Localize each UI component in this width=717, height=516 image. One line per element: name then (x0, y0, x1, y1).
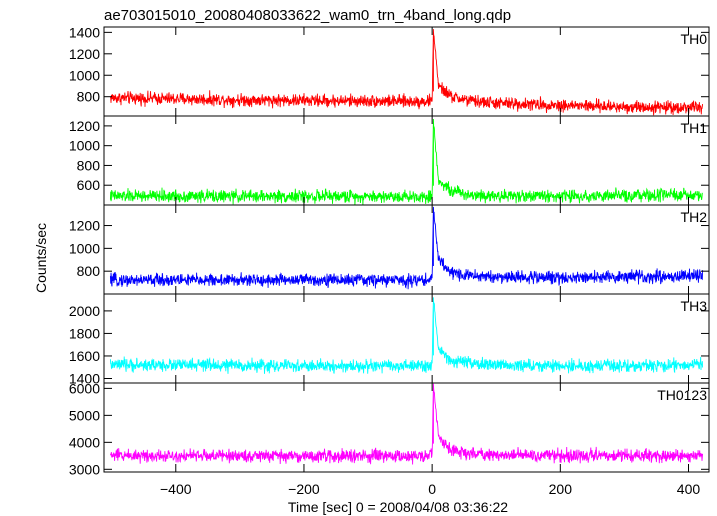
x-tick-label: −400 (160, 481, 192, 497)
y-tick-label: 800 (77, 89, 101, 105)
x-tick-label: 400 (677, 481, 701, 497)
panel-frame (103, 293, 710, 384)
panel-name-label: TH0 (681, 31, 708, 47)
y-tick-label: 800 (77, 157, 101, 173)
panel-name-label: TH2 (681, 209, 708, 225)
y-tick-label: 4000 (69, 434, 100, 450)
series-line-th0 (109, 29, 704, 116)
panel-name-label: TH0123 (657, 387, 707, 403)
y-tick-label: 5000 (69, 407, 100, 423)
panel-th2: 800 1000 1200 TH2 (69, 204, 710, 295)
y-tick-label: 1000 (69, 67, 100, 83)
y-tick-label: 1400 (69, 370, 100, 386)
x-tick-label: 0 (428, 481, 436, 497)
series-line-th3 (109, 297, 704, 374)
y-tick-label: 1200 (69, 46, 100, 62)
panel-frame (103, 382, 710, 473)
panel-th1: 600 800 1000 1200 TH1 (69, 115, 710, 206)
series-line-th0123 (109, 383, 704, 465)
panel-name-label: TH1 (681, 120, 708, 136)
y-tick-label: 1000 (69, 138, 100, 154)
panel-th0: 800 1000 1200 1400 TH0 (69, 24, 710, 117)
x-tick-label: −200 (288, 481, 320, 497)
panels-group: 800 1000 1200 1400 TH0 600 800 1000 1200 TH1 800 10… (69, 24, 710, 477)
y-tick-label: 1000 (69, 240, 100, 256)
y-tick-label: 1600 (69, 348, 100, 364)
x-tick-label: 200 (549, 481, 573, 497)
y-tick-label: 800 (77, 263, 101, 279)
series-line-th1 (109, 118, 703, 205)
y-tick-label: 3000 (69, 461, 100, 477)
y-tick-label: 1200 (69, 218, 100, 234)
x-tick-labels: −400 −200 0 200 400 (160, 481, 700, 497)
y-tick-label: 1200 (69, 118, 100, 134)
y-tick-label: 1800 (69, 325, 100, 341)
y-tick-label: 2000 (69, 303, 100, 319)
series-line-th2 (109, 206, 704, 290)
y-axis-label: Counts/sec (33, 223, 49, 293)
panel-th3: 1400 1600 1800 2000 TH3 (69, 293, 710, 386)
y-tick-label: 6000 (69, 380, 100, 396)
panel-th0123: 3000 4000 5000 6000 TH0123 (69, 380, 710, 477)
y-tick-label: 1400 (69, 24, 100, 40)
panel-name-label: TH3 (681, 298, 708, 314)
x-axis-label: Time [sec] 0 = 2008/04/08 03:36:22 (288, 499, 508, 515)
chart-title: ae703015010_20080408033622_wam0_trn_4ban… (104, 7, 511, 24)
y-tick-label: 600 (77, 177, 101, 193)
